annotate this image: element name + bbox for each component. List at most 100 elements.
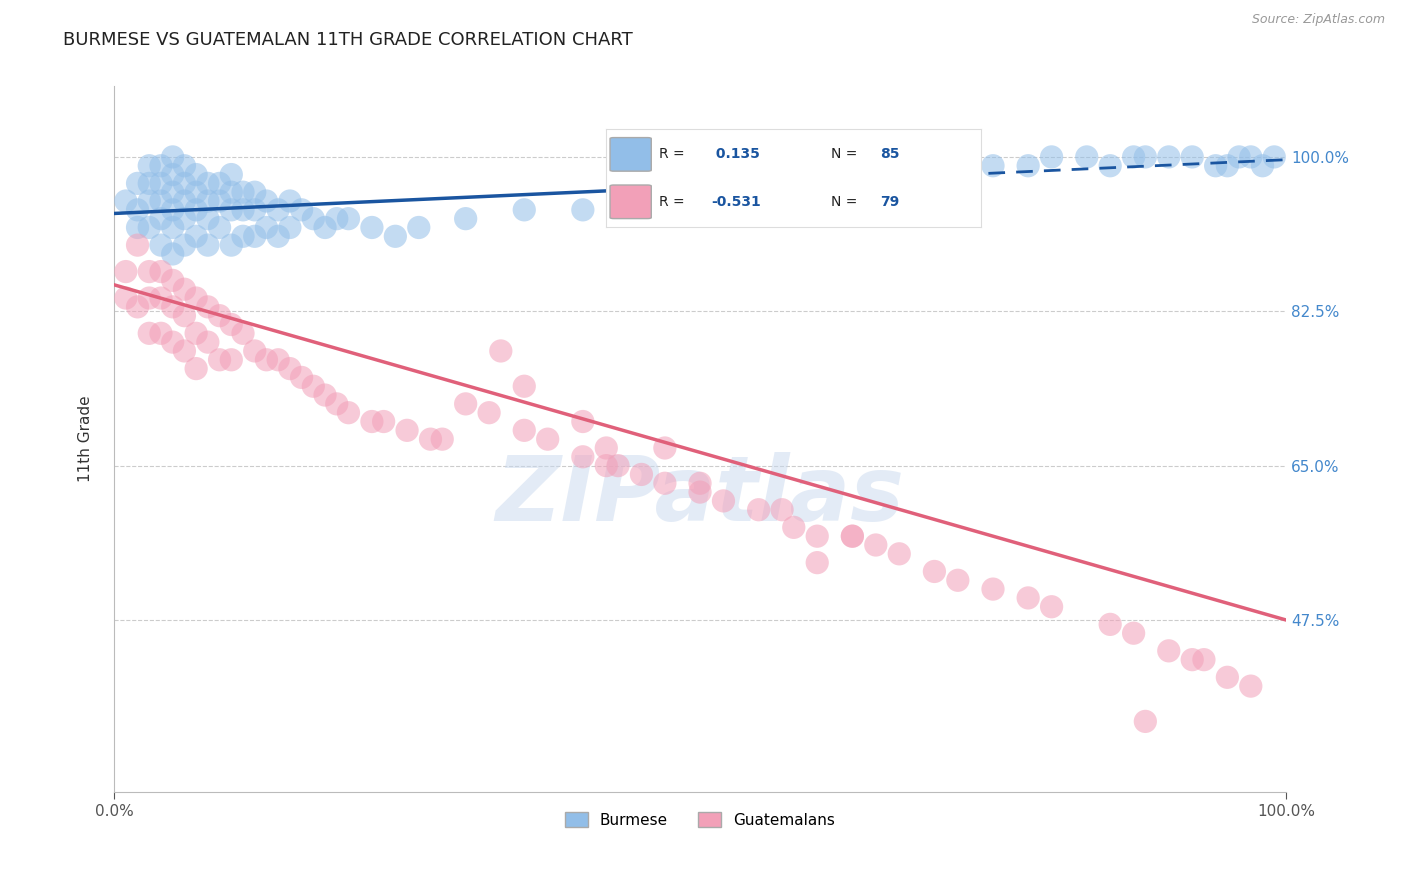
Point: [221, 168, 243, 182]
Point: [337, 406, 360, 420]
Point: [630, 194, 652, 208]
Point: [149, 238, 172, 252]
Point: [361, 220, 384, 235]
Point: [572, 202, 595, 217]
Point: [537, 432, 560, 446]
Point: [243, 185, 266, 199]
Point: [208, 309, 231, 323]
Point: [208, 220, 231, 235]
Point: [221, 318, 243, 332]
Point: [314, 220, 336, 235]
Point: [232, 202, 254, 217]
Point: [208, 194, 231, 208]
Point: [138, 220, 160, 235]
Point: [326, 211, 349, 226]
Point: [162, 247, 184, 261]
Point: [197, 300, 219, 314]
Point: [149, 211, 172, 226]
Point: [138, 291, 160, 305]
Point: [221, 352, 243, 367]
Point: [184, 326, 207, 341]
Point: [173, 177, 195, 191]
Point: [1135, 150, 1157, 164]
Point: [513, 379, 536, 393]
Point: [748, 185, 770, 199]
Point: [162, 150, 184, 164]
Point: [173, 309, 195, 323]
Point: [127, 202, 149, 217]
Point: [162, 168, 184, 182]
Point: [454, 211, 477, 226]
Point: [114, 291, 136, 305]
Point: [243, 202, 266, 217]
Point: [326, 397, 349, 411]
Point: [278, 220, 301, 235]
Text: BURMESE VS GUATEMALAN 11TH GRADE CORRELATION CHART: BURMESE VS GUATEMALAN 11TH GRADE CORRELA…: [63, 31, 633, 49]
Point: [841, 529, 863, 543]
Point: [419, 432, 441, 446]
Point: [256, 220, 278, 235]
Point: [630, 467, 652, 482]
Point: [1040, 599, 1063, 614]
Text: ZIPatlas: ZIPatlas: [495, 451, 904, 540]
Point: [162, 273, 184, 287]
Point: [138, 159, 160, 173]
Point: [197, 194, 219, 208]
Point: [924, 159, 946, 173]
Point: [138, 264, 160, 278]
Point: [1099, 159, 1122, 173]
Point: [396, 423, 419, 437]
Point: [1240, 150, 1263, 164]
Point: [489, 343, 512, 358]
Point: [149, 177, 172, 191]
Point: [127, 177, 149, 191]
Y-axis label: 11th Grade: 11th Grade: [79, 396, 93, 483]
Point: [208, 177, 231, 191]
Point: [595, 441, 617, 455]
Point: [243, 229, 266, 244]
Point: [127, 220, 149, 235]
Point: [408, 220, 430, 235]
Point: [162, 202, 184, 217]
Point: [173, 282, 195, 296]
Point: [267, 229, 290, 244]
Point: [900, 168, 922, 182]
Point: [806, 556, 828, 570]
Point: [173, 159, 195, 173]
Point: [1017, 591, 1039, 605]
Point: [173, 194, 195, 208]
Point: [1157, 644, 1180, 658]
Text: Source: ZipAtlas.com: Source: ZipAtlas.com: [1251, 13, 1385, 27]
Legend: Burmese, Guatemalans: Burmese, Guatemalans: [558, 805, 842, 834]
Point: [595, 458, 617, 473]
Point: [278, 361, 301, 376]
Point: [432, 432, 454, 446]
Point: [361, 415, 384, 429]
Point: [138, 194, 160, 208]
Point: [806, 529, 828, 543]
Point: [1263, 150, 1285, 164]
Point: [607, 458, 630, 473]
Point: [748, 502, 770, 516]
Point: [232, 326, 254, 341]
Point: [865, 168, 887, 182]
Point: [1227, 150, 1250, 164]
Point: [1157, 150, 1180, 164]
Point: [713, 494, 735, 508]
Point: [138, 177, 160, 191]
Point: [1181, 653, 1204, 667]
Point: [889, 547, 911, 561]
Point: [221, 202, 243, 217]
Point: [865, 538, 887, 552]
Point: [149, 264, 172, 278]
Point: [138, 326, 160, 341]
Point: [572, 415, 595, 429]
Point: [1017, 159, 1039, 173]
Point: [770, 502, 793, 516]
Point: [173, 238, 195, 252]
Point: [1122, 626, 1144, 640]
Point: [1251, 159, 1274, 173]
Point: [302, 379, 325, 393]
Point: [689, 485, 711, 500]
Point: [302, 211, 325, 226]
